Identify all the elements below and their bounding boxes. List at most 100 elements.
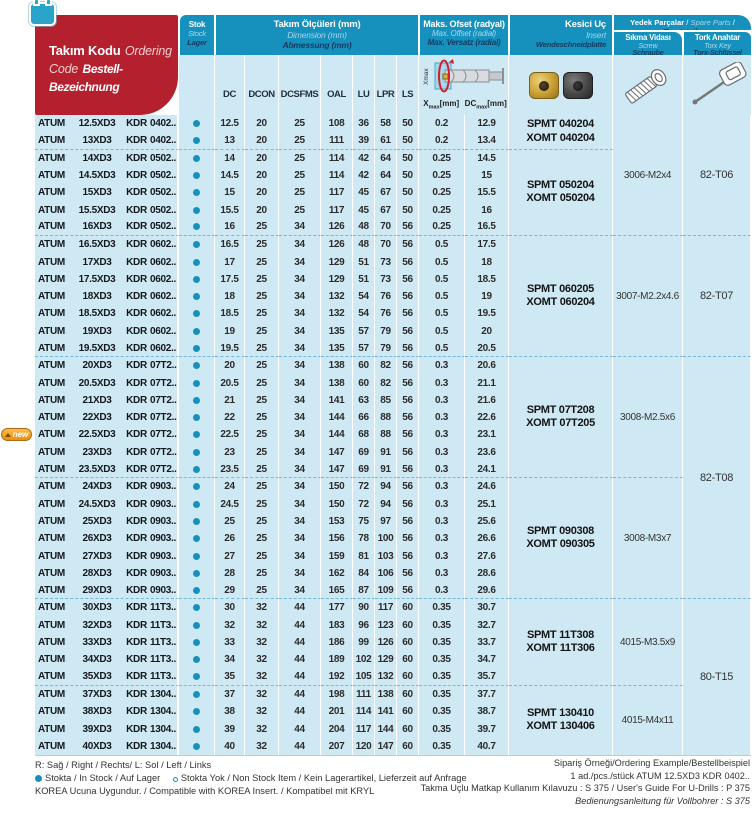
value-cell: 16 [465, 201, 509, 219]
stock-cell [179, 737, 215, 755]
screw-group-cell: 3008-M3x7 [613, 478, 683, 600]
value-cell: 165 [321, 582, 353, 600]
sub-header-row: DC DCON DCSFMS OAL LU LPR LS Xmax [179, 55, 751, 115]
spare-header-tr: Yedek Parçalar [630, 18, 685, 27]
value-cell: 25 [245, 495, 279, 513]
value-cell: 60 [397, 651, 419, 669]
row-code-cell: ATUM 23XD3 KDR 07T2.. [35, 443, 179, 461]
value-cell: 117 [321, 201, 353, 219]
value-cell: 0.5 [419, 236, 465, 254]
value-cell: 33 [215, 633, 245, 652]
row-code-cell: ATUM 15XD3 KDR 0502.. [35, 184, 179, 202]
value-cell: 36 [353, 115, 375, 133]
value-cell: 0.3 [419, 460, 465, 479]
value-cell: 29.6 [465, 582, 509, 600]
value-cell: 153 [321, 512, 353, 531]
value-cell: 25 [245, 305, 279, 323]
value-cell: 0.3 [419, 495, 465, 513]
value-cell: 34 [279, 547, 321, 565]
value-cell: 183 [321, 616, 353, 634]
value-cell: 79 [375, 322, 397, 340]
value-cell: 56 [397, 270, 419, 288]
value-cell: 19.5 [215, 339, 245, 358]
value-cell: 44 [279, 633, 321, 652]
value-cell: 0.3 [419, 512, 465, 531]
row-code-cell: ATUM 12.5XD3 KDR 0402.. [35, 115, 179, 133]
dcmax-label: DCmax[mm] [464, 99, 507, 111]
value-cell: 207 [321, 737, 353, 755]
value-cell: 32 [245, 703, 279, 721]
value-cell: 0.35 [419, 737, 465, 755]
value-cell: 0.3 [419, 426, 465, 444]
value-cell: 25 [245, 236, 279, 254]
value-cell: 87 [353, 582, 375, 600]
value-cell: 99 [353, 633, 375, 652]
value-cell: 34 [279, 253, 321, 271]
value-cell: 81 [353, 547, 375, 565]
value-cell: 14 [215, 149, 245, 167]
torx-key-illustration [692, 62, 747, 105]
torx-group-cell: 82-T07 [683, 236, 751, 358]
legend-right-left: R: Sağ / Right / Rechts/ L: Sol / Left /… [35, 760, 212, 770]
value-cell: 66 [353, 409, 375, 427]
value-cell: 44 [279, 720, 321, 738]
value-cell: 126 [321, 236, 353, 254]
value-cell: 17 [215, 253, 245, 271]
footer-ordering-example: Sipariş Örneği/Ordering Example/Bestellb… [421, 757, 750, 807]
screw-group-cell: 3008-M2.5x6 [613, 357, 683, 479]
in-stock-dot-icon [193, 586, 200, 594]
row-code-cell: ATUM 16.5XD3 KDR 0602.. [35, 236, 179, 254]
screw-group-cell: 4015-M3.5x9 [613, 599, 683, 686]
value-cell: 73 [375, 270, 397, 288]
value-cell: 0.35 [419, 633, 465, 652]
value-cell: 32 [245, 668, 279, 686]
stock-header: Stok Stock Lager [180, 15, 214, 55]
value-cell: 56 [397, 564, 419, 583]
value-cell: 129 [321, 253, 353, 271]
row-code-cell: ATUM 25XD3 KDR 0903.. [35, 512, 179, 531]
value-cell: 114 [353, 703, 375, 721]
value-cell: 56 [397, 582, 419, 600]
value-cell: 109 [375, 582, 397, 600]
row-code-cell: ATUM 17.5XD3 KDR 0602.. [35, 270, 179, 288]
value-cell: 111 [353, 685, 375, 704]
row-code-cell: ATUM 39XD3 KDR 1304.. [35, 720, 179, 738]
value-cell: 20 [215, 357, 245, 375]
value-cell: 0.2 [419, 132, 465, 150]
value-cell: 21.6 [465, 391, 509, 410]
in-stock-dot-icon [193, 569, 200, 577]
insert-header-en: Insert [585, 30, 606, 40]
in-stock-dot-icon [193, 708, 200, 716]
row-code-cell: ATUM 18.5XD3 KDR 0602.. [35, 305, 179, 323]
torx-group-cell: 82-T06 [683, 115, 751, 237]
value-cell: 73 [375, 253, 397, 271]
value-cell: 50 [397, 201, 419, 219]
value-cell: 32 [245, 720, 279, 738]
torx-header-en: Torx Key [704, 41, 731, 50]
value-cell: 34 [279, 339, 321, 358]
in-stock-dot-icon [193, 690, 200, 698]
value-cell: 44 [279, 651, 321, 669]
value-cell: 0.3 [419, 564, 465, 583]
value-cell: 82 [375, 357, 397, 375]
in-stock-dot-icon [193, 344, 200, 352]
value-cell: 56 [397, 236, 419, 254]
ordering-example-title: Sipariş Örneği/Ordering Example/Bestellb… [553, 758, 750, 768]
value-cell: 25 [245, 287, 279, 306]
in-stock-dot-icon [193, 172, 200, 180]
offset-header: Maks. Ofset (radyal) Max. Offset (radial… [420, 15, 508, 55]
value-cell: 76 [375, 305, 397, 323]
value-cell: 24.1 [465, 460, 509, 479]
value-cell: 138 [321, 374, 353, 392]
value-cell: 15.5 [215, 201, 245, 219]
value-cell: 32 [245, 685, 279, 704]
in-stock-dot-icon [193, 206, 200, 214]
value-cell: 108 [321, 115, 353, 133]
value-cell: 19 [215, 322, 245, 340]
row-code-cell: ATUM 30XD3 KDR 11T3.. [35, 599, 179, 617]
in-stock-dot-icon [193, 535, 200, 543]
value-cell: 69 [353, 460, 375, 479]
in-stock-dot-icon [193, 656, 200, 664]
row-code-cell: ATUM 37XD3 KDR 1304.. [35, 685, 179, 704]
value-cell: 135 [321, 322, 353, 340]
